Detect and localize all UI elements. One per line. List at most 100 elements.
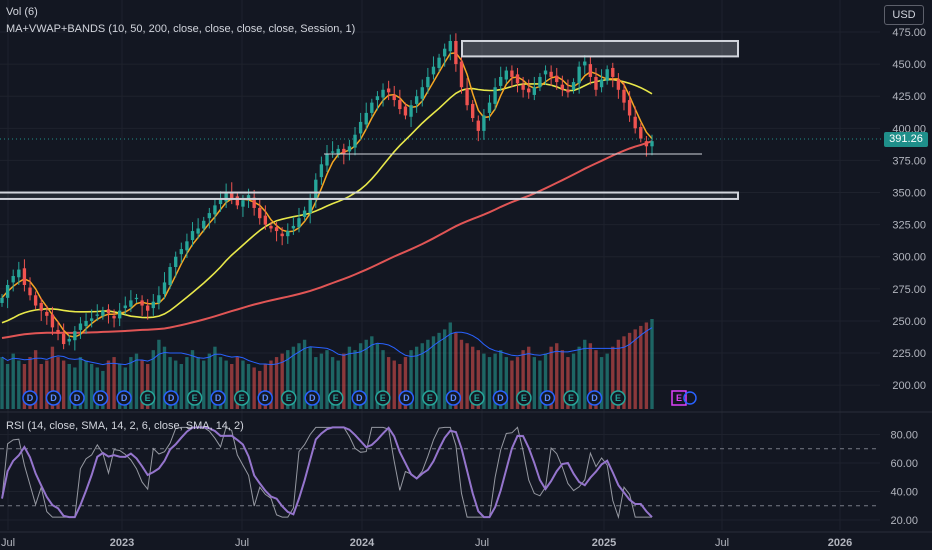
- ma-indicator-label[interactable]: MA+VWAP+BANDS (10, 50, 200, close, close…: [6, 23, 356, 35]
- volume-bar: [431, 336, 436, 409]
- candle: [319, 156, 324, 185]
- volume-bar: [627, 332, 632, 409]
- volume-bar: [140, 360, 144, 409]
- candle-body: [39, 302, 43, 311]
- candle-body: [386, 88, 391, 93]
- candle: [493, 78, 497, 111]
- volume-bar: [224, 360, 228, 409]
- candle-body: [532, 87, 537, 95]
- ma10-line: [1, 52, 653, 338]
- candle: [504, 66, 508, 84]
- candle-body: [190, 231, 195, 241]
- candle-body: [286, 231, 290, 237]
- event-circle: [116, 390, 132, 406]
- future-dividend-circle: [683, 391, 697, 405]
- candle-body: [196, 228, 200, 234]
- earnings-marker: E: [139, 390, 156, 406]
- volume-bar: [622, 336, 626, 409]
- volume-bar: [190, 350, 195, 409]
- candle: [297, 207, 301, 233]
- candle-body: [370, 102, 374, 113]
- volume-bar: [442, 329, 447, 409]
- volume-bar: [146, 364, 150, 409]
- candle: [538, 73, 542, 92]
- volume-bar: [633, 329, 637, 409]
- volume-bar: [168, 357, 172, 409]
- candle: [465, 78, 469, 111]
- price-axis: 475.00450.00425.00400.00375.00350.00325.…: [892, 27, 926, 392]
- volume-bar: [213, 346, 217, 409]
- volume-bar: [84, 360, 88, 409]
- rsi-indicator-label[interactable]: RSI (14, close, SMA, 14, 2, 6, close, SM…: [6, 420, 244, 432]
- candle: [190, 222, 195, 247]
- volume-bar: [129, 357, 133, 409]
- volume-bar: [112, 357, 116, 409]
- candle-body: [347, 146, 352, 152]
- candle: [594, 67, 598, 97]
- candle-body: [302, 210, 307, 217]
- event-circle: [351, 390, 368, 406]
- candle-body: [179, 249, 183, 255]
- candle-body: [319, 164, 324, 178]
- event-circle: [233, 390, 250, 406]
- event-circle: [163, 390, 179, 406]
- event-letter: D: [97, 393, 104, 403]
- volume-indicator-label[interactable]: Vol (6): [6, 6, 38, 18]
- candle-body: [639, 127, 643, 139]
- candle: [157, 286, 161, 310]
- rsi-tick-label: 80.00: [890, 430, 918, 442]
- volume-bars: [0, 319, 654, 409]
- volume-bar: [493, 353, 497, 409]
- event-letter: D: [309, 393, 316, 403]
- earnings-marker: E: [233, 390, 250, 406]
- candle-body: [263, 215, 268, 225]
- volume-bar: [370, 336, 374, 409]
- event-letter: D: [215, 393, 222, 403]
- candle-body: [28, 287, 32, 296]
- candle-body: [622, 89, 626, 103]
- candle: [358, 112, 363, 140]
- candle: [45, 305, 49, 325]
- candle: [482, 109, 486, 140]
- price-tick-label: 475.00: [892, 27, 926, 39]
- candle: [11, 269, 15, 292]
- volume-bar: [616, 339, 621, 409]
- event-letter: D: [403, 393, 410, 403]
- candle-body: [140, 300, 144, 306]
- dividend-marker: D: [69, 390, 85, 406]
- volume-bar: [308, 346, 312, 409]
- volume-bar: [258, 370, 262, 409]
- price-tick-label: 225.00: [892, 348, 926, 360]
- event-letter: E: [380, 393, 386, 403]
- event-letter: E: [239, 393, 245, 403]
- event-circle: [22, 390, 38, 406]
- event-circle: [398, 390, 415, 406]
- dividend-marker: D: [92, 390, 109, 406]
- candle: [129, 290, 133, 312]
- candle-body: [650, 141, 654, 147]
- event-circle: [610, 390, 626, 406]
- candle: [325, 145, 329, 172]
- volume-bar: [459, 339, 464, 409]
- event-letter: D: [74, 393, 81, 403]
- candle: [258, 198, 262, 225]
- volume-bar: [471, 346, 475, 409]
- volume-bar: [403, 357, 408, 409]
- volume-bar: [39, 364, 43, 409]
- dividend-marker: D: [492, 390, 509, 406]
- candle-body: [392, 94, 396, 101]
- candle: [381, 83, 385, 107]
- candle-body: [560, 84, 565, 90]
- volume-bar: [246, 364, 251, 409]
- currency-selector[interactable]: USD: [884, 5, 924, 25]
- event-letter: E: [615, 393, 621, 403]
- candle-body: [549, 71, 553, 77]
- volume-bar: [123, 367, 127, 409]
- volume-bar: [364, 339, 368, 409]
- volume-bar: [353, 350, 357, 409]
- candle-body: [117, 310, 122, 319]
- event-letter: E: [333, 393, 339, 403]
- price-tick-label: 275.00: [892, 284, 926, 296]
- volume-bar: [280, 353, 284, 409]
